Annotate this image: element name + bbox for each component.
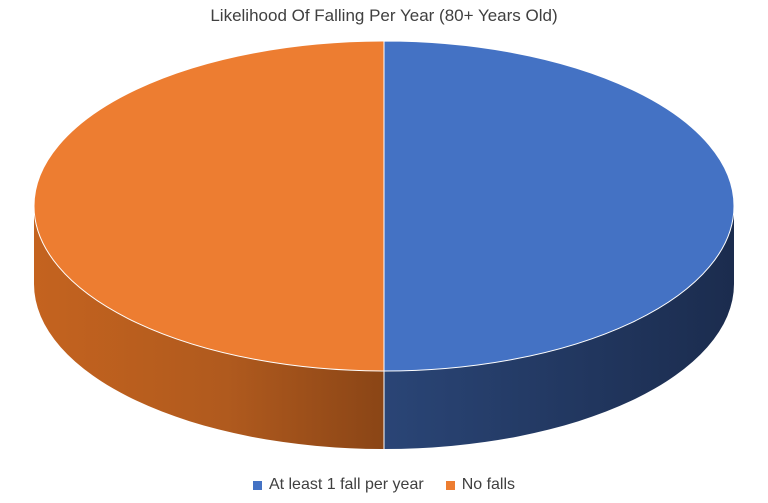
pie-slice-side-0 <box>384 206 734 449</box>
legend-swatch-0 <box>252 480 262 490</box>
chart-title: Likelihood Of Falling Per Year (80+ Year… <box>210 6 558 25</box>
pie-chart <box>33 40 735 449</box>
pie-slice-side-1 <box>34 206 384 449</box>
pie-slice-1[interactable] <box>33 40 385 372</box>
legend-item-0[interactable]: At least 1 fall per year <box>252 476 424 494</box>
pie-slice-0[interactable] <box>383 40 735 372</box>
legend-swatch-1 <box>445 480 455 490</box>
legend-label-1: No falls <box>461 476 516 493</box>
legend-item-1[interactable]: No falls <box>445 476 516 494</box>
legend: At least 1 fall per year No falls <box>0 476 768 494</box>
legend-label-0: At least 1 fall per year <box>268 476 424 493</box>
